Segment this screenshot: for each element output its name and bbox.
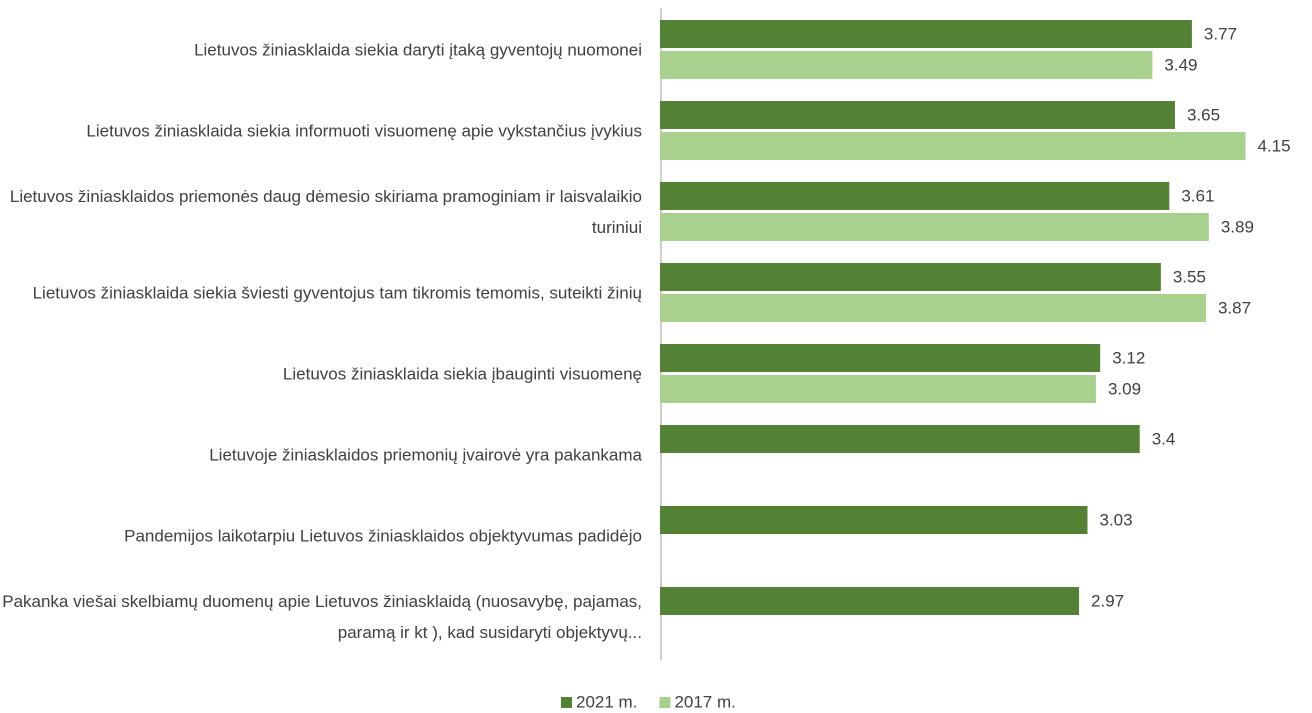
bar — [660, 182, 1170, 210]
bar — [660, 587, 1080, 615]
bar — [660, 132, 1246, 160]
category-label: Lietuvos žiniasklaida siekia šviesti gyv… — [32, 283, 642, 302]
bar — [660, 20, 1192, 48]
category-label: Lietuvos žiniasklaida siekia įbauginti v… — [282, 364, 642, 383]
category-label: Lietuvos žiniasklaidos priemonės daug dė… — [9, 186, 642, 237]
bar — [660, 375, 1096, 403]
category-label: Lietuvos žiniasklaida siekia informuoti … — [86, 121, 642, 140]
value-label: 3.87 — [1218, 298, 1251, 317]
bar — [660, 506, 1088, 534]
category-label: Pandemijos laikotarpiu Lietuvos žiniaskl… — [124, 526, 642, 545]
value-label: 3.89 — [1221, 217, 1254, 236]
bar — [660, 263, 1161, 291]
bar — [660, 294, 1207, 322]
bar — [660, 344, 1101, 372]
value-label: 3.49 — [1164, 55, 1197, 74]
value-label: 3.55 — [1173, 267, 1206, 286]
category-label: Lietuvos žiniasklaida siekia daryti įtak… — [194, 40, 642, 59]
value-label: 3.03 — [1099, 510, 1132, 529]
legend-swatch — [561, 697, 572, 708]
legend-label: 2021 m. — [576, 692, 637, 711]
bar — [660, 101, 1175, 129]
bar — [660, 213, 1209, 241]
value-label: 3.77 — [1204, 24, 1237, 43]
value-label: 3.65 — [1187, 105, 1220, 124]
value-label: 3.61 — [1181, 186, 1214, 205]
category-label: Pakanka viešai skelbiamų duomenų apie Li… — [2, 591, 642, 642]
value-label: 3.09 — [1108, 379, 1141, 398]
value-label: 2.97 — [1091, 591, 1124, 610]
bar — [660, 425, 1140, 453]
legend-swatch — [659, 697, 671, 708]
legend-label: 2017 m. — [674, 692, 735, 711]
value-label: 4.15 — [1258, 136, 1291, 155]
category-label: Lietuvoje žiniasklaidos priemonių įvairo… — [209, 445, 642, 464]
value-label: 3.12 — [1112, 348, 1145, 367]
bar — [660, 51, 1153, 79]
value-label: 3.4 — [1152, 429, 1176, 448]
